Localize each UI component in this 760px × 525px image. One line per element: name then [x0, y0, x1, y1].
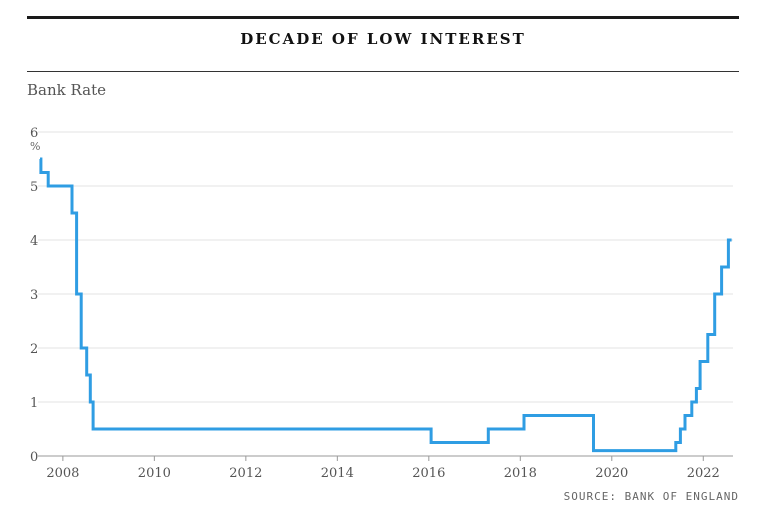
y-tick-label: 6 — [30, 126, 38, 141]
x-tick-label: 2018 — [504, 466, 537, 481]
series-lines — [39, 157, 732, 453]
y-tick-label: 1 — [30, 396, 38, 411]
source-note: SOURCE: BANK OF ENGLAND — [563, 490, 739, 503]
gridlines — [38, 131, 733, 457]
title-rule — [27, 71, 739, 72]
y-tick-label: 5 — [30, 180, 38, 195]
y-tick-label: 4 — [30, 234, 38, 249]
y-tick-label: 0 — [30, 450, 38, 465]
x-axis-ticks: 2008 2010 2012 2014 2016 2018 2020 2022 — [46, 456, 720, 481]
y-tick-label: 2 — [30, 342, 38, 357]
x-tick-label: 2014 — [321, 466, 354, 481]
chart-subtitle: Bank Rate — [27, 81, 106, 99]
x-tick-label: 2022 — [687, 466, 720, 481]
top-rule — [27, 16, 739, 19]
x-tick-label: 2020 — [595, 466, 628, 481]
y-axis-unit-label: % — [30, 140, 40, 153]
chart-title: DECADE OF LOW INTEREST — [240, 30, 526, 48]
x-tick-label: 2016 — [412, 466, 445, 481]
x-tick-label: 2012 — [229, 466, 262, 481]
x-tick-label: 2010 — [138, 466, 171, 481]
bank-rate-series-line — [39, 157, 732, 453]
y-tick-label: 3 — [30, 288, 38, 303]
x-tick-label: 2008 — [46, 466, 79, 481]
y-axis-ticks: 0 1 2 3 4 5 6% — [30, 126, 40, 465]
